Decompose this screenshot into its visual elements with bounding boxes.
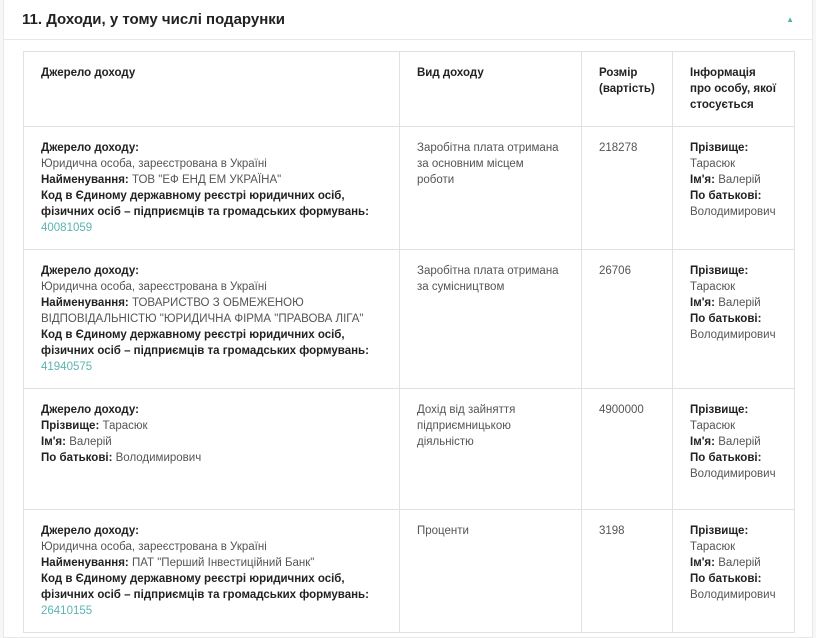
income-section: 11. Доходи, у тому числі подарунки ▲ Дже… bbox=[3, 0, 813, 638]
surname-label: Прізвище: bbox=[690, 265, 749, 277]
kind-cell: Заробітна плата отримана за сумісництвом bbox=[399, 249, 582, 389]
source-type: Юридична особа, зареєстрована в Україні bbox=[41, 281, 267, 293]
source-label: Джерело доходу: bbox=[41, 404, 139, 416]
first-label: Ім'я: bbox=[41, 436, 66, 448]
header-person: Інформація про особу, якої стосується bbox=[672, 51, 795, 127]
kind-cell: Заробітна плата отримана за основним міс… bbox=[399, 126, 582, 250]
first-name: Валерій bbox=[718, 557, 761, 569]
surname-label: Прізвище: bbox=[690, 142, 749, 154]
source-patronymic: Володимирович bbox=[115, 452, 202, 464]
first-label: Ім'я: bbox=[690, 436, 715, 448]
first-name: Валерій bbox=[718, 436, 761, 448]
source-type: Юридична особа, зареєстрована в Україні bbox=[41, 541, 267, 553]
header-amount: Розмір (вартість) bbox=[581, 51, 673, 127]
source-first-name: Валерій bbox=[69, 436, 112, 448]
company-code: 26410155 bbox=[41, 605, 93, 617]
table-row: Джерело доходу: Юридична особа, зареєстр… bbox=[23, 509, 795, 633]
source-cell: Джерело доходу: Юридична особа, зареєстр… bbox=[23, 509, 400, 633]
source-cell: Джерело доходу: Прізвище: Тарасюк Ім'я: … bbox=[23, 388, 400, 510]
first-label: Ім'я: bbox=[690, 557, 715, 569]
amount-cell: 218278 bbox=[581, 126, 673, 250]
table-row: Джерело доходу: Прізвище: Тарасюк Ім'я: … bbox=[23, 388, 795, 510]
company-code: 41940575 bbox=[41, 361, 93, 373]
person-cell: Прізвище: Тарасюк Ім'я: Валерій По батьк… bbox=[672, 126, 795, 250]
amount-cell: 3198 bbox=[581, 509, 673, 633]
section-header[interactable]: 11. Доходи, у тому числі подарунки ▲ bbox=[4, 0, 812, 40]
surname: Тарасюк bbox=[690, 158, 736, 170]
surname: Тарасюк bbox=[690, 420, 736, 432]
amount-cell: 26706 bbox=[581, 249, 673, 389]
person-cell: Прізвище: Тарасюк Ім'я: Валерій По батьк… bbox=[672, 509, 795, 633]
surname-label: Прізвище: bbox=[690, 525, 749, 537]
first-label: Ім'я: bbox=[690, 297, 715, 309]
header-kind: Вид доходу bbox=[399, 51, 582, 127]
table-header-row: Джерело доходу Вид доходу Розмір (вартіс… bbox=[23, 51, 795, 127]
source-label: Джерело доходу: bbox=[41, 525, 139, 537]
source-label: Джерело доходу: bbox=[41, 265, 139, 277]
source-cell: Джерело доходу: Юридична особа, зареєстр… bbox=[23, 126, 400, 250]
source-label: Джерело доходу: bbox=[41, 142, 139, 154]
first-label: Ім'я: bbox=[690, 174, 715, 186]
code-label: Код в Єдиному державному реєстрі юридичн… bbox=[41, 329, 369, 357]
section-title: 11. Доходи, у тому числі подарунки bbox=[22, 10, 286, 28]
header-source: Джерело доходу bbox=[23, 51, 400, 127]
source-cell: Джерело доходу: Юридична особа, зареєстр… bbox=[23, 249, 400, 389]
name-label: Найменування: bbox=[41, 557, 129, 569]
person-cell: Прізвище: Тарасюк Ім'я: Валерій По батьк… bbox=[672, 388, 795, 510]
surname: Тарасюк bbox=[690, 541, 736, 553]
patronymic-label: По батькові: bbox=[690, 190, 762, 202]
patronymic-label: По батькові: bbox=[690, 452, 762, 464]
code-label: Код в Єдиному державному реєстрі юридичн… bbox=[41, 573, 369, 601]
surname-label: Прізвище: bbox=[690, 404, 749, 416]
caret-up-icon[interactable]: ▲ bbox=[786, 14, 794, 24]
patronymic-label: По батькові: bbox=[690, 573, 762, 585]
person-cell: Прізвище: Тарасюк Ім'я: Валерій По батьк… bbox=[672, 249, 795, 389]
company-name: ТОВ "ЕФ ЕНД ЕМ УКРАЇНА" bbox=[131, 174, 282, 186]
name-label: Найменування: bbox=[41, 174, 129, 186]
kind-cell: Проценти bbox=[399, 509, 582, 633]
patronymic: Володимирович bbox=[690, 589, 776, 601]
first-name: Валерій bbox=[718, 297, 761, 309]
surname-label: Прізвище: bbox=[41, 420, 100, 432]
source-surname: Тарасюк bbox=[102, 420, 148, 432]
income-table: Джерело доходу Вид доходу Розмір (вартіс… bbox=[23, 51, 795, 633]
patronymic: Володимирович bbox=[690, 468, 776, 480]
company-name: ТОВАРИСТВО З ОБМЕЖЕНОЮ ВІДПОВІДАЛЬНІСТЮ … bbox=[41, 297, 364, 325]
kind-cell: Дохід від зайняття підприємницькою діяль… bbox=[399, 388, 582, 510]
surname: Тарасюк bbox=[690, 281, 736, 293]
name-label: Найменування: bbox=[41, 297, 129, 309]
patronymic: Володимирович bbox=[690, 206, 776, 218]
company-code: 40081059 bbox=[41, 222, 93, 234]
first-name: Валерій bbox=[718, 174, 761, 186]
source-type: Юридична особа, зареєстрована в Україні bbox=[41, 158, 267, 170]
code-label: Код в Єдиному державному реєстрі юридичн… bbox=[41, 190, 369, 218]
patronymic-label: По батькові: bbox=[41, 452, 113, 464]
company-name: ПАТ "Перший Інвестиційний Банк" bbox=[131, 557, 315, 569]
patronymic: Володимирович bbox=[690, 329, 776, 341]
patronymic-label: По батькові: bbox=[690, 313, 762, 325]
table-row: Джерело доходу: Юридична особа, зареєстр… bbox=[23, 126, 795, 250]
table-row: Джерело доходу: Юридична особа, зареєстр… bbox=[23, 249, 795, 389]
amount-cell: 4900000 bbox=[581, 388, 673, 510]
